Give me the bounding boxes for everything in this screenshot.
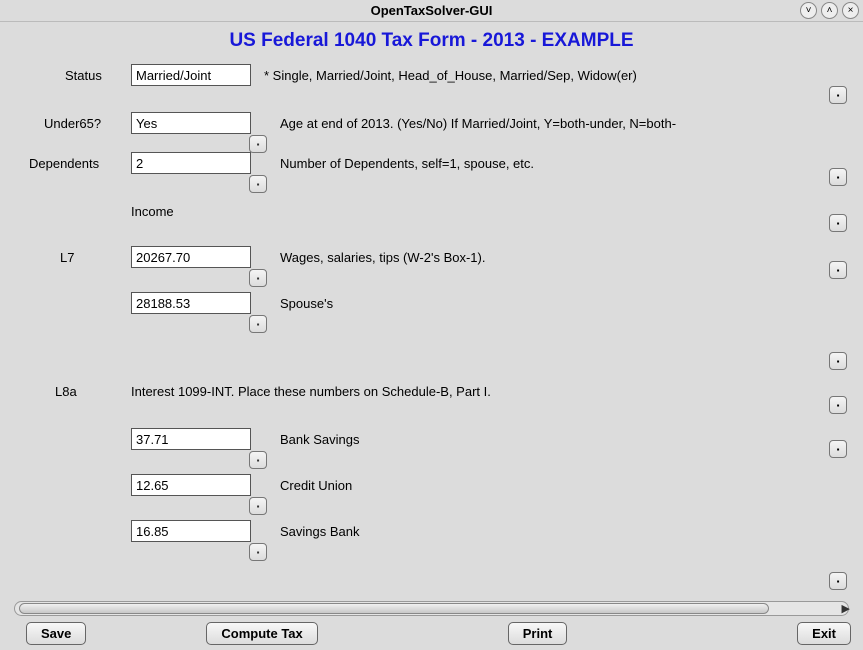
compute-tax-button[interactable]: Compute Tax — [206, 622, 317, 645]
window-title: OpenTaxSolver-GUI — [371, 3, 493, 18]
content-area: Status * Single, Married/Joint, Head_of_… — [14, 56, 849, 598]
minimize-button[interactable]: ˅ — [800, 2, 817, 19]
l8a-input-1[interactable] — [131, 428, 251, 450]
maximize-button[interactable]: ˄ — [821, 2, 838, 19]
bottom-bar: Save Compute Tax Print Exit — [0, 616, 863, 650]
side-button[interactable]: ▪ — [829, 214, 847, 232]
l7-label: L7 — [60, 250, 74, 265]
dependents-help: Number of Dependents, self=1, spouse, et… — [280, 156, 534, 171]
dependents-label: Dependents — [29, 156, 99, 171]
save-button[interactable]: Save — [26, 622, 86, 645]
close-button[interactable]: × — [842, 2, 859, 19]
window-buttons: ˅ ˄ × — [800, 2, 859, 19]
l8a-plus-1[interactable]: ▪ — [249, 451, 267, 469]
l8a-plus-2[interactable]: ▪ — [249, 497, 267, 515]
l8a-input-3[interactable] — [131, 520, 251, 542]
side-button[interactable]: ▪ — [829, 440, 847, 458]
l7-input[interactable] — [131, 246, 251, 268]
page-title: US Federal 1040 Tax Form - 2013 - EXAMPL… — [0, 22, 863, 58]
l8a-help-3: Savings Bank — [280, 524, 360, 539]
income-header: Income — [131, 204, 174, 219]
status-help: * Single, Married/Joint, Head_of_House, … — [264, 68, 637, 83]
side-button[interactable]: ▪ — [829, 86, 847, 104]
l7-spouse-plus-button[interactable]: ▪ — [249, 315, 267, 333]
l8a-label: L8a — [55, 384, 77, 399]
exit-button[interactable]: Exit — [797, 622, 851, 645]
side-button[interactable]: ▪ — [829, 572, 847, 590]
under65-plus-button[interactable]: ▪ — [249, 135, 267, 153]
scroll-right-icon[interactable]: ▶ — [842, 602, 850, 615]
status-label: Status — [65, 68, 102, 83]
l8a-plus-3[interactable]: ▪ — [249, 543, 267, 561]
l7-spouse-help: Spouse's — [280, 296, 333, 311]
scrollbar-thumb[interactable] — [19, 603, 769, 614]
l8a-input-2[interactable] — [131, 474, 251, 496]
side-button[interactable]: ▪ — [829, 168, 847, 186]
under65-input[interactable] — [131, 112, 251, 134]
horizontal-scrollbar[interactable]: ▶ — [14, 601, 849, 616]
form-area: Status * Single, Married/Joint, Head_of_… — [14, 56, 849, 598]
status-input[interactable] — [131, 64, 251, 86]
l8a-help: Interest 1099-INT. Place these numbers o… — [131, 384, 491, 399]
print-button[interactable]: Print — [508, 622, 568, 645]
l8a-help-1: Bank Savings — [280, 432, 360, 447]
dependents-input[interactable] — [131, 152, 251, 174]
dependents-plus-button[interactable]: ▪ — [249, 175, 267, 193]
l7-help: Wages, salaries, tips (W-2's Box-1). — [280, 250, 485, 265]
l7-spouse-input[interactable] — [131, 292, 251, 314]
side-button[interactable]: ▪ — [829, 352, 847, 370]
titlebar: OpenTaxSolver-GUI ˅ ˄ × — [0, 0, 863, 22]
under65-label: Under65? — [44, 116, 101, 131]
l8a-help-2: Credit Union — [280, 478, 352, 493]
side-button[interactable]: ▪ — [829, 261, 847, 279]
side-button[interactable]: ▪ — [829, 396, 847, 414]
under65-help: Age at end of 2013. (Yes/No) If Married/… — [280, 116, 676, 131]
l7-plus-button[interactable]: ▪ — [249, 269, 267, 287]
